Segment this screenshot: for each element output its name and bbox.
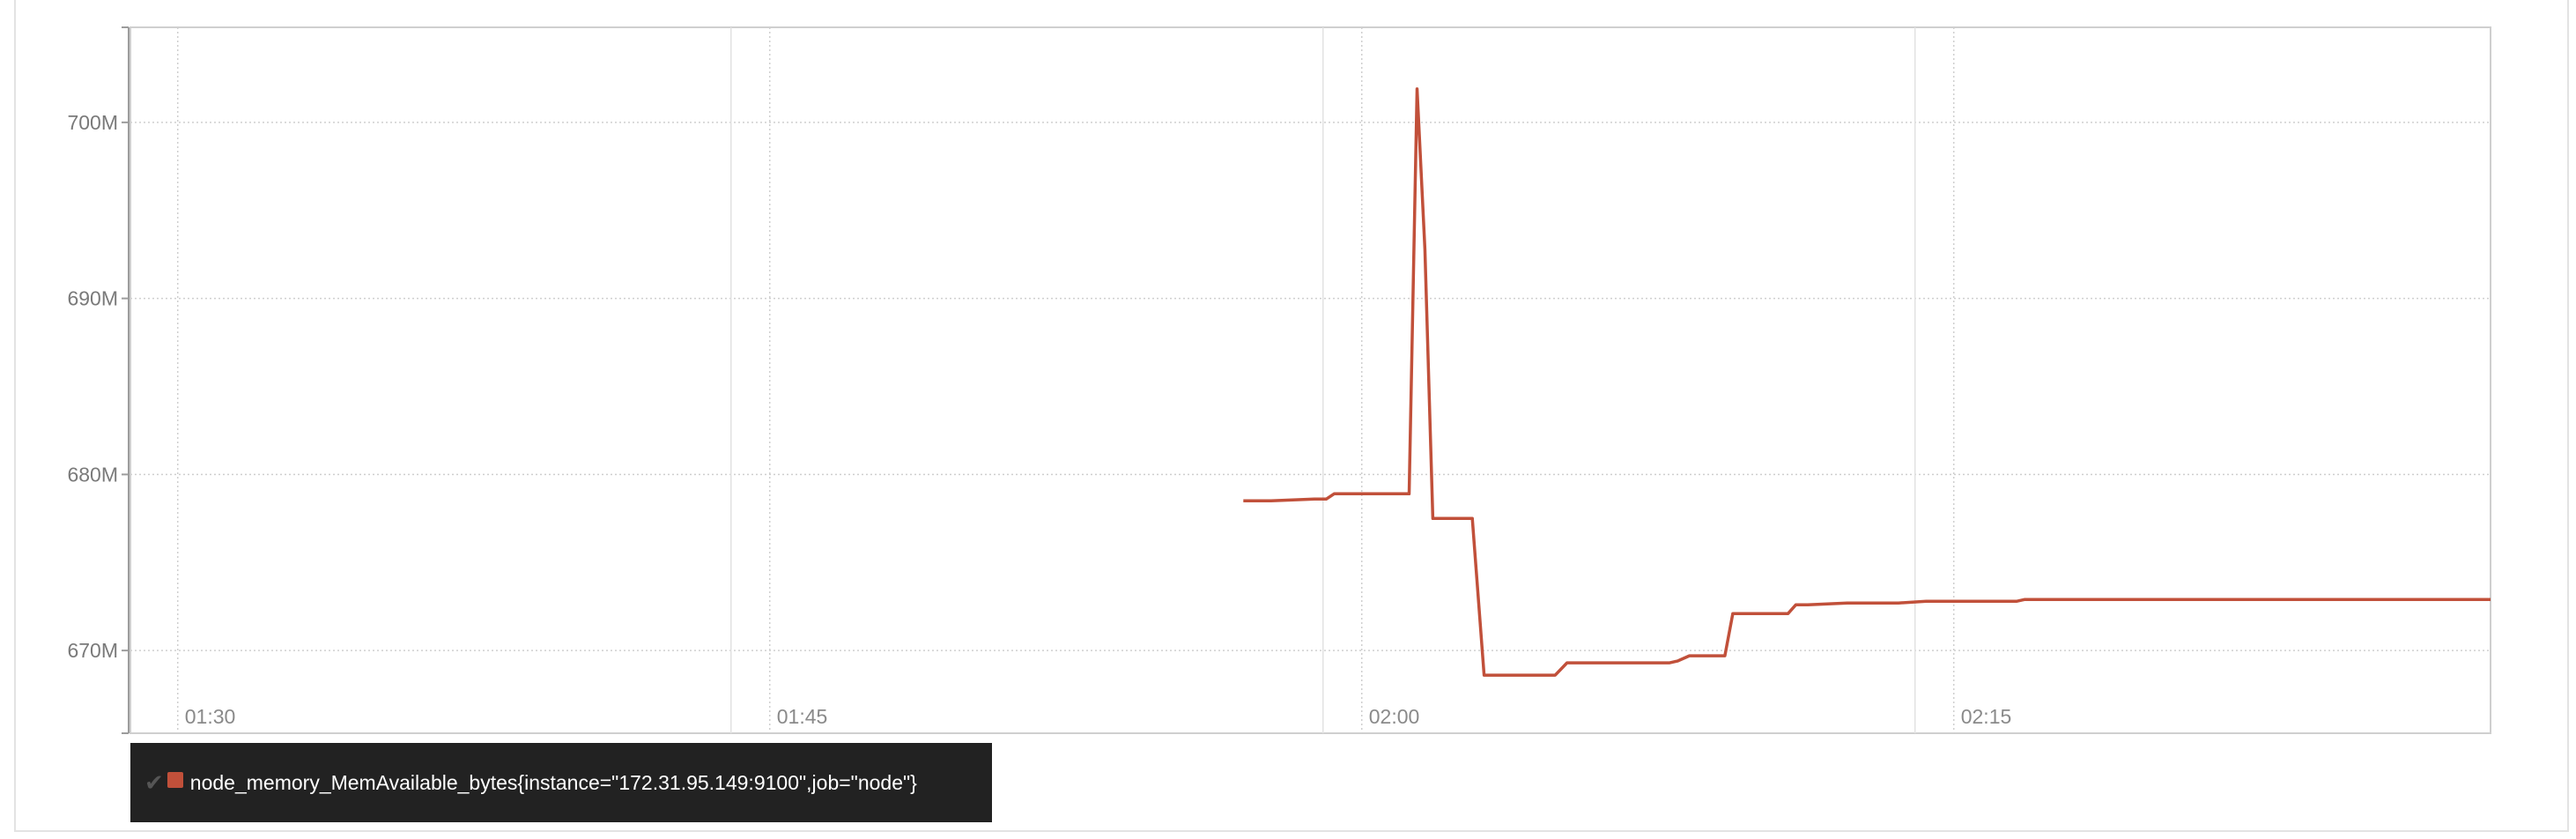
legend-series-label[interactable]: node_memory_MemAvailable_bytes{instance=… xyxy=(189,770,917,794)
series-lines xyxy=(1243,87,2491,677)
y-tick-label: 680M xyxy=(67,463,118,486)
axes xyxy=(122,26,130,734)
check-icon[interactable]: ✔ xyxy=(144,768,164,796)
plot-border xyxy=(130,26,2491,734)
tick-labels: 670M 680M 690M 700M 01:30 01:45 02:00 02:15 xyxy=(67,111,2011,728)
x-tick-label: 01:45 xyxy=(777,705,828,728)
y-tick-label: 690M xyxy=(67,287,118,310)
graph-panel xyxy=(14,0,2569,832)
y-tick-label: 700M xyxy=(67,111,118,134)
legend: ✔ node_memory_MemAvailable_bytes{instanc… xyxy=(130,743,992,822)
x-tick-label: 02:00 xyxy=(1369,705,1420,728)
y-tick-label: 670M xyxy=(67,639,118,662)
x-tick-label: 02:15 xyxy=(1961,705,2012,728)
legend-swatch xyxy=(167,772,183,788)
grid xyxy=(130,26,2491,734)
series-line xyxy=(1243,87,2491,677)
x-tick-label: 01:30 xyxy=(185,705,236,728)
